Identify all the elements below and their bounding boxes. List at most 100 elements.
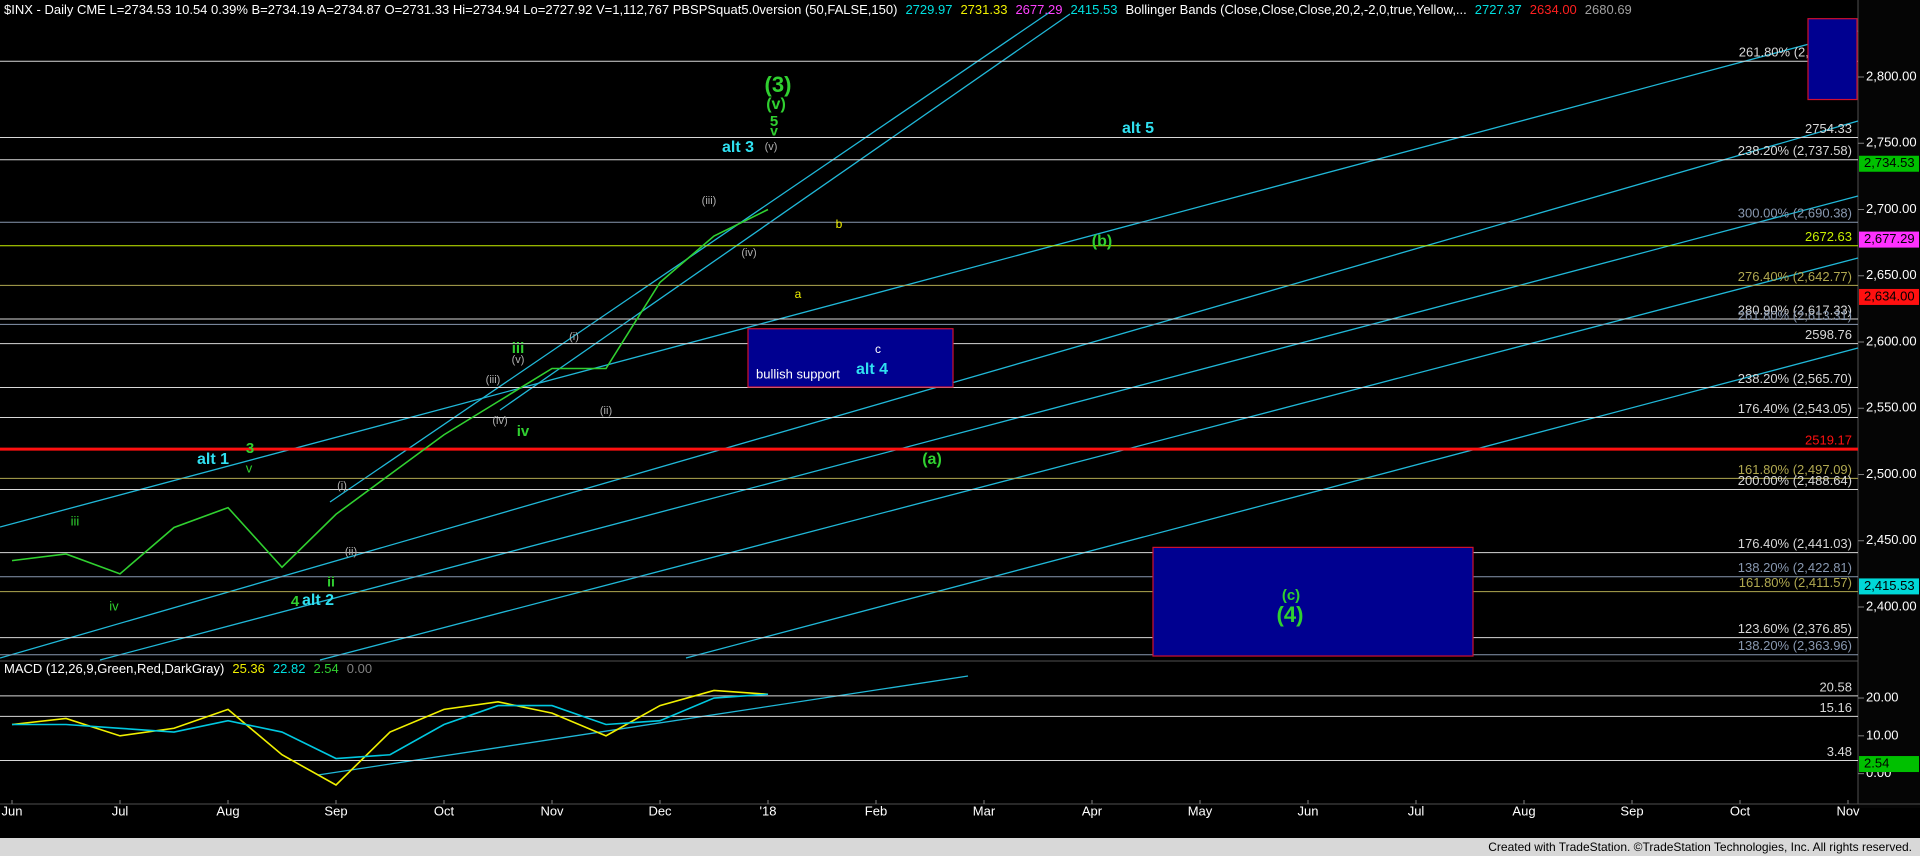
wave-label: ii [327, 574, 335, 590]
header-segment: 2677.29 [1015, 2, 1062, 17]
price-tag [1859, 578, 1919, 595]
wave-label: alt 1 [197, 451, 229, 468]
price-tag-label: 2,677.29 [1864, 231, 1915, 246]
y-tick-label: 2,450.00 [1866, 532, 1917, 547]
x-tick-label: Aug [1512, 803, 1535, 818]
x-tick-label: Aug [216, 803, 239, 818]
header-segment: 2415.53 [1070, 2, 1117, 17]
y-tick-label: 2,750.00 [1866, 135, 1917, 150]
level-label: 176.40% (2,441.03) [1738, 536, 1852, 551]
trend-line [99, 195, 1859, 661]
wave-label: (iii) [486, 374, 501, 386]
x-tick-label: Jul [1408, 803, 1425, 818]
x-tick-label: Oct [434, 803, 455, 818]
wave-label: iv [517, 423, 530, 440]
series-line [11, 689, 769, 786]
y-tick-label: 2,700.00 [1866, 201, 1917, 216]
header-segment: 2680.69 [1585, 2, 1632, 17]
level-label: 2519.17 [1805, 433, 1852, 448]
x-tick-label: Jun [1298, 803, 1319, 818]
header-segment: 0.00 [347, 661, 372, 676]
trend-line [0, 30, 1859, 528]
level-label: 3.48 [1827, 744, 1852, 759]
wave-label: iii [512, 340, 525, 357]
wave-label: (c) [1282, 587, 1300, 604]
price-tag-label: 2,734.53 [1864, 155, 1915, 170]
support-zone [1152, 546, 1474, 657]
header-segment: 2729.97 [905, 2, 952, 17]
wave-label: alt 4 [856, 361, 888, 378]
y-tick-label: 2,550.00 [1866, 400, 1917, 415]
price-tag [1859, 231, 1919, 248]
price-tag [1859, 756, 1919, 773]
level-label: 20.58 [1819, 679, 1852, 694]
level-label: 238.20% (2,737.58) [1738, 143, 1852, 158]
y-tick-label: 2,800.00 [1866, 68, 1917, 83]
header-segment: 22.82 [273, 661, 306, 676]
wave-label: (i) [337, 480, 347, 492]
wave-label: b [836, 217, 843, 231]
wave-label: (a) [922, 451, 942, 468]
y-tick-label: 2,600.00 [1866, 333, 1917, 348]
x-tick-label: '18 [760, 803, 777, 818]
x-tick-label: Apr [1082, 803, 1103, 818]
x-tick-label: Sep [1620, 803, 1643, 818]
wave-label: v [246, 460, 253, 475]
level-label: 2598.76 [1805, 327, 1852, 342]
wave-label: c [875, 342, 881, 356]
wave-label: (v) [766, 96, 786, 113]
wave-label: (ii) [600, 405, 612, 417]
right-axis-strip [1858, 0, 1920, 808]
x-tick-label: Nov [540, 803, 564, 818]
x-tick-label: Mar [973, 803, 996, 818]
level-label: 15.16 [1819, 700, 1852, 715]
panel-header: $INX - Daily CME L=2734.53 10.54 0.39% B… [4, 2, 1632, 17]
wave-label: (iv) [492, 415, 507, 427]
y-tick-label: 2,400.00 [1866, 598, 1917, 613]
wave-label: (iii) [702, 195, 717, 207]
header-segment: 2731.33 [960, 2, 1007, 17]
level-label: 238.20% (2,565.70) [1738, 371, 1852, 386]
wave-label: (v) [765, 141, 778, 153]
wave-label: (i) [569, 331, 579, 343]
price-tag-label: 2,634.00 [1864, 288, 1915, 303]
header-segment: 2634.00 [1530, 2, 1577, 17]
wave-label: a [795, 287, 802, 301]
wave-label: (b) [1092, 233, 1112, 250]
x-tick-label: May [1188, 803, 1213, 818]
x-tick-label: Feb [865, 803, 887, 818]
level-label: 138.20% (2,422.81) [1738, 560, 1852, 575]
x-tick-label: Oct [1730, 803, 1751, 818]
trend-line [317, 675, 969, 776]
price-tag-label: 2.54 [1864, 755, 1889, 770]
wave-label: 5 [770, 113, 778, 130]
wave-label: 3 [246, 440, 254, 457]
wave-label: alt 2 [302, 592, 334, 609]
y-tick-label: 20.00 [1866, 689, 1899, 704]
wave-label: iii [71, 513, 80, 528]
wave-label: 4 [291, 593, 300, 610]
series-line [11, 208, 769, 575]
level-label: 261.80% (2,613.31) [1738, 308, 1852, 323]
level-label: 161.80% (2,497.09) [1738, 462, 1852, 477]
level-label: 138.20% (2,363.96) [1738, 638, 1852, 653]
wave-label: v [770, 123, 778, 139]
header-segment: $INX - Daily CME L=2734.53 10.54 0.39% B… [4, 2, 897, 17]
wave-label: (4) [1277, 602, 1304, 627]
level-label: 200.00% (2,488.64) [1738, 473, 1852, 488]
wave-label: (iv) [741, 247, 756, 259]
series-line [12, 693, 769, 760]
x-tick-label: Jul [112, 803, 129, 818]
y-tick-label: 2,500.00 [1866, 466, 1917, 481]
wave-label: (v) [512, 354, 525, 366]
header-segment: MACD (12,26,9,Green,Red,DarkGray) [4, 661, 224, 676]
level-label: 2672.63 [1805, 229, 1852, 244]
header-segment: 25.36 [232, 661, 265, 676]
wave-label: alt 5 [1122, 120, 1154, 137]
price-tag [1859, 155, 1919, 172]
zone-label: bullish support [756, 366, 840, 381]
y-tick-label: 2,650.00 [1866, 267, 1917, 282]
level-label: 276.40% (2,642.77) [1738, 269, 1852, 284]
